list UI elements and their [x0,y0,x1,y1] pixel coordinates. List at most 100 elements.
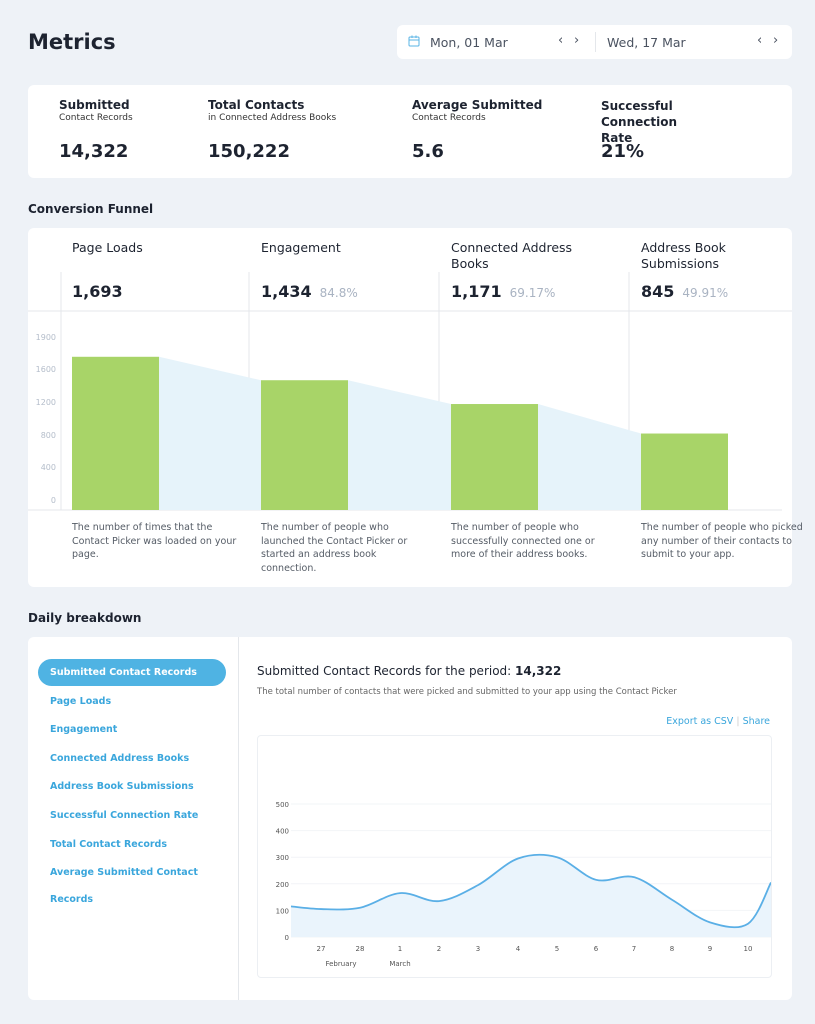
start-next-icon[interactable]: › [574,33,580,48]
stage-percent: 84.8% [319,286,358,300]
funnel-bar [261,380,348,510]
stage-label: Page Loads [72,240,143,255]
stat-sublabel: Contact Records [59,113,133,123]
stat-total-contacts: Total Contacts in Connected Address Book… [208,85,398,178]
stat-sublabel: Contact Records [412,113,486,123]
stat-value: 14,322 [59,141,129,162]
stat-value: 150,222 [208,141,290,162]
chart-heading-value: 14,322 [515,664,562,678]
x-tick-label: 10 [744,945,753,953]
divider [595,32,596,52]
funnel-bar [451,404,538,510]
stage-label: Connected Address Books [451,240,573,271]
y-tick-label: 100 [276,907,289,915]
menu-item[interactable]: Engagement [50,724,118,736]
end-date[interactable]: Wed, 17 Mar [607,35,686,50]
stage-value-row: 1,434 84.8% [261,282,358,301]
series-line [290,853,772,929]
end-prev-icon[interactable]: ‹ [757,33,763,48]
x-tick-label: 1 [398,945,402,953]
y-tick-label: 0 [50,496,56,505]
menu-item[interactable]: Submitted Contact Records [38,659,226,686]
stat-connection-rate: Successful Connection Rate 21% [601,85,721,178]
stats-card: Submitted Contact Records 14,322 Total C… [28,85,792,178]
funnel-flow [538,404,641,510]
page-title: Metrics [28,30,116,54]
menu-item[interactable]: Total Contact Records [50,838,168,850]
menu-item[interactable]: Average Submitted Contact Records [50,867,198,906]
stage-percent: 69.17% [509,286,556,300]
divider [238,637,239,1000]
x-tick-label: 28 [356,945,365,953]
start-date[interactable]: Mon, 01 Mar [430,35,508,50]
stage-description: The number of people who launched the Co… [261,522,408,574]
x-tick-label: 5 [555,945,559,953]
menu-item[interactable]: Address Book Submissions [50,781,194,793]
start-prev-icon[interactable]: ‹ [558,33,564,48]
conversion-funnel-card: 1900 1600 1200 800 400 0 Page Loads 1,693 The n… [28,228,803,587]
stage-label: Engagement [261,240,341,255]
y-tick-label: 1200 [35,398,56,407]
funnel-bar [641,433,728,510]
daily-line-chart: 0 100 200 300 400 500 27 28 1 2 3 4 5 6 7 8 9 10 February M… [276,801,772,968]
y-tick-label: 1600 [35,365,56,374]
stage-value: 1,693 [72,282,123,301]
month-label: February [325,960,356,968]
funnel-flow [348,380,451,510]
stat-label: Total Contacts [208,98,305,112]
stat-label: Successful Connection Rate [601,99,678,145]
stat-value: 21% [601,141,645,162]
x-tick-label: 4 [516,945,521,953]
y-tick-label: 300 [276,854,289,862]
date-range-picker[interactable]: Mon, 01 Mar ‹ › Wed, 17 Mar ‹ › [397,25,792,59]
stage-description: The number of people who successfully co… [451,522,595,560]
stage-percent: 49.91% [682,286,729,300]
y-tick-label: 0 [285,934,289,942]
y-tick-label: 1900 [35,333,56,342]
stage-value-row: 1,171 69.17% [451,282,555,301]
x-tick-label: 2 [437,945,441,953]
month-label: March [389,960,410,968]
funnel-bar [72,356,159,510]
y-tick-label: 800 [40,431,56,440]
funnel-section-title: Conversion Funnel [28,202,154,216]
daily-section-title: Daily breakdown [28,611,142,625]
y-tick-label: 200 [276,881,289,889]
chart-heading-label: Submitted Contact Records for the period… [257,664,512,678]
menu-item[interactable]: Connected Address Books [50,752,190,764]
x-tick-label: 8 [670,945,674,953]
stat-sublabel: in Connected Address Books [208,113,337,123]
share-link[interactable]: Share [742,716,770,727]
menu-item[interactable]: Page Loads [50,695,112,707]
stage-value: 1,434 [261,282,312,301]
series-area [291,854,771,937]
stage-label: Address Book Submissions [641,240,726,271]
y-tick-label: 400 [40,463,56,472]
calendar-icon [408,35,420,47]
x-tick-label: 3 [476,945,480,953]
daily-chart-frame: 0 100 200 300 400 500 27 28 1 2 3 4 5 6 7 8 9 10 February M… [257,735,772,978]
stat-average: Average Submitted Contact Records 5.6 [412,85,582,178]
chart-actions: Export as CSV | Share [666,716,770,727]
stage-value: 1,171 [451,282,502,301]
funnel-flow [159,356,261,510]
stage-value: 845 [641,282,675,301]
chart-heading: Submitted Contact Records for the period… [257,664,561,678]
daily-breakdown-card: Submitted Contact Records Page Loads Engag… [28,637,792,1000]
stat-label: Average Submitted [412,98,543,112]
x-tick-label: 6 [594,945,599,953]
x-tick-label: 9 [708,945,712,953]
stage-description: The number of times that the Contact Pic… [72,522,237,560]
stat-submitted: Submitted Contact Records 14,322 [59,85,209,178]
stage-description: The number of people who picked any numb… [641,522,803,560]
chart-description: The total number of contacts that were p… [257,687,677,697]
y-tick-label: 500 [276,801,289,809]
funnel-chart [28,272,792,511]
stat-value: 5.6 [412,141,444,162]
x-tick-label: 27 [317,945,326,953]
end-next-icon[interactable]: › [773,33,779,48]
menu-item[interactable]: Successful Connection Rate [50,810,199,821]
export-csv-link[interactable]: Export as CSV [666,716,734,727]
x-tick-label: 7 [632,945,636,953]
y-tick-label: 400 [276,828,289,836]
